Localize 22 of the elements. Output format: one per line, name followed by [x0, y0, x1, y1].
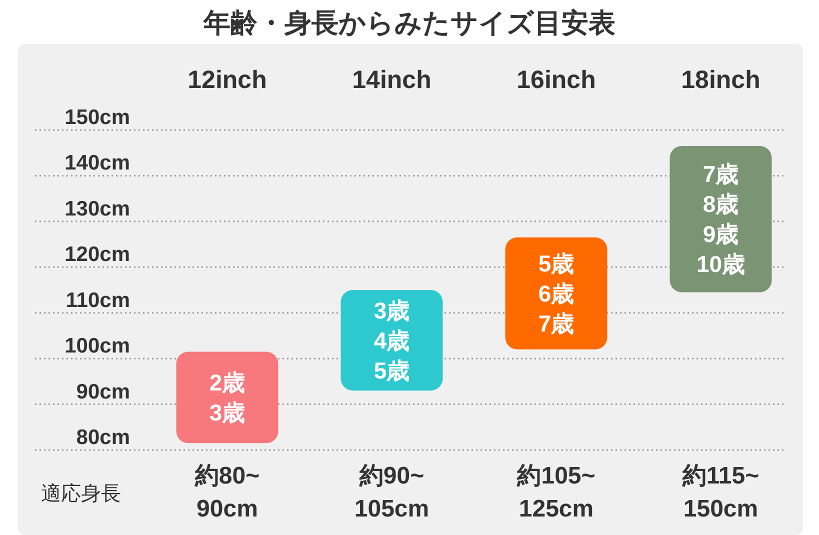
x-tick-label: 18inch: [681, 66, 760, 94]
y-tick-label: 130cm: [64, 197, 130, 220]
annotation: 2歳 3歳: [209, 369, 246, 426]
annotation: 5歳 6歳 7歳: [538, 250, 574, 336]
text: 適応身長: [41, 482, 121, 505]
text: 約90~ 105cm: [354, 462, 430, 522]
text: 約80~ 90cm: [194, 462, 260, 522]
y-tick-label: 90cm: [76, 380, 130, 404]
annotation: 3歳 4歳 5歳: [374, 297, 410, 384]
x-tick-label: 12inch: [188, 66, 267, 94]
y-tick-label: 120cm: [64, 243, 130, 266]
y-tick-label: 140cm: [64, 152, 130, 175]
annotation: 7歳 8歳 9歳 10歳: [696, 161, 746, 278]
x-tick-label: 14inch: [352, 66, 432, 94]
text: 約115~ 150cm: [681, 462, 760, 522]
y-tick-label: 150cm: [64, 106, 130, 129]
y-tick-label: 110cm: [66, 288, 130, 312]
text: 約105~ 125cm: [516, 462, 596, 522]
chart-title: 年齢・身長からみたサイズ目安表: [202, 8, 616, 38]
x-tick-label: 16inch: [516, 66, 596, 94]
y-tick-label: 80cm: [76, 426, 130, 449]
y-tick-label: 100cm: [64, 334, 130, 358]
